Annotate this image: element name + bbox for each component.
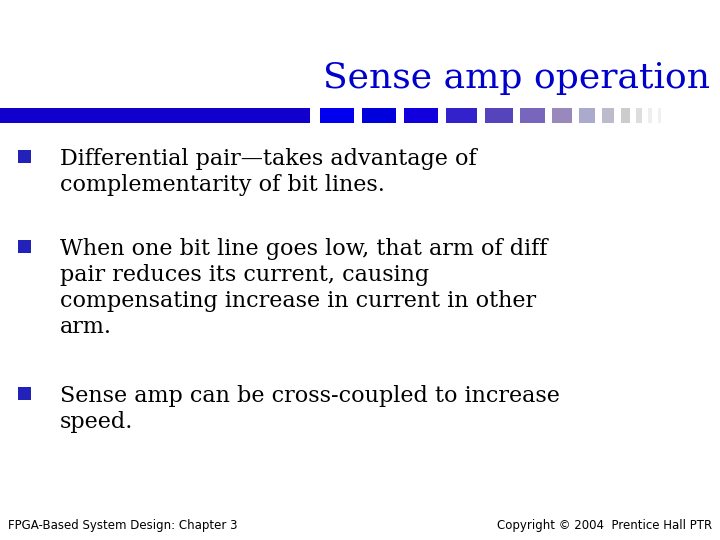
Bar xyxy=(18,387,31,400)
Bar xyxy=(602,108,614,123)
Text: compensating increase in current in other: compensating increase in current in othe… xyxy=(60,290,536,312)
Bar xyxy=(648,108,652,123)
Bar xyxy=(485,108,513,123)
Bar xyxy=(18,150,31,163)
Bar xyxy=(579,108,595,123)
Text: FPGA-Based System Design: Chapter 3: FPGA-Based System Design: Chapter 3 xyxy=(8,519,238,532)
Text: When one bit line goes low, that arm of diff: When one bit line goes low, that arm of … xyxy=(60,238,547,260)
Bar xyxy=(636,108,642,123)
Bar xyxy=(362,108,396,123)
Text: Differential pair—takes advantage of: Differential pair—takes advantage of xyxy=(60,148,477,170)
Text: Copyright © 2004  Prentice Hall PTR: Copyright © 2004 Prentice Hall PTR xyxy=(497,519,712,532)
Bar xyxy=(658,108,661,123)
Text: arm.: arm. xyxy=(60,316,112,338)
Bar xyxy=(320,108,354,123)
Text: Sense amp can be cross-coupled to increase: Sense amp can be cross-coupled to increa… xyxy=(60,385,560,407)
Bar xyxy=(404,108,438,123)
Bar xyxy=(0,108,310,123)
Text: complementarity of bit lines.: complementarity of bit lines. xyxy=(60,174,385,196)
Bar xyxy=(621,108,630,123)
Text: pair reduces its current, causing: pair reduces its current, causing xyxy=(60,264,429,286)
Bar xyxy=(18,240,31,253)
Text: Sense amp operation: Sense amp operation xyxy=(323,61,710,95)
Text: speed.: speed. xyxy=(60,411,133,433)
Bar xyxy=(446,108,477,123)
Bar xyxy=(552,108,572,123)
Bar xyxy=(520,108,545,123)
